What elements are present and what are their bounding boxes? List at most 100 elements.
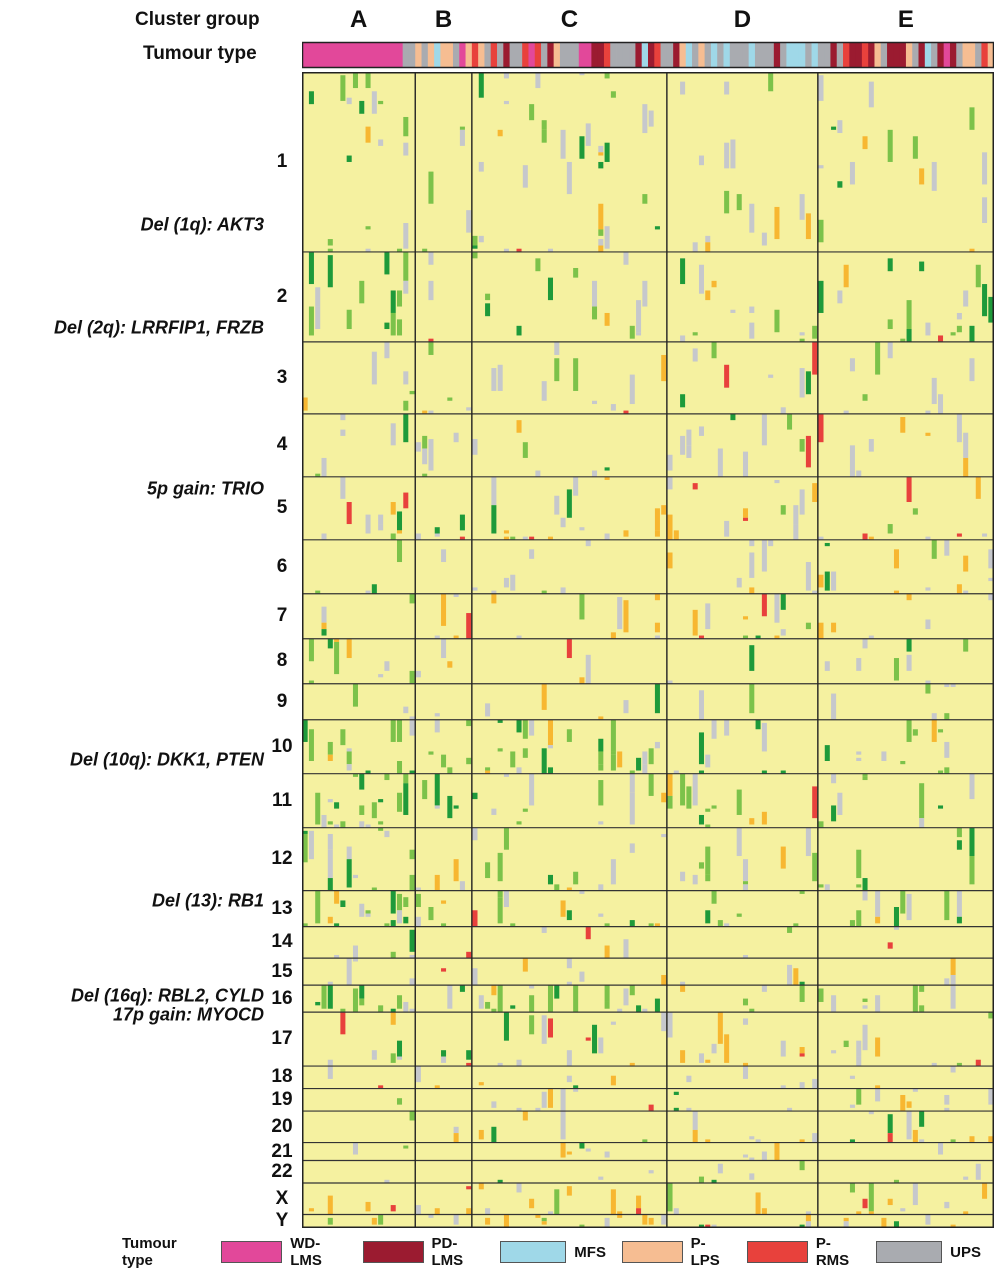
heatmap-cell	[422, 410, 428, 414]
heatmap-cell	[327, 985, 333, 1009]
heatmap-cell	[516, 1183, 522, 1193]
heatmap-cell	[988, 1136, 994, 1143]
heatmap-cell	[327, 833, 333, 850]
heatmap-cell	[390, 719, 396, 742]
tumour-type-cell	[578, 43, 586, 67]
heatmap-cell	[472, 792, 478, 800]
heatmap-cell	[390, 502, 396, 515]
heatmap-cell	[334, 638, 340, 642]
legend-title: Tumour type	[122, 1235, 177, 1269]
heatmap-cell	[334, 802, 340, 809]
heatmap-cell	[629, 843, 635, 853]
heatmap-cell	[755, 1139, 761, 1143]
tumour-type-cell	[666, 43, 674, 67]
heatmap-cell	[459, 985, 465, 992]
heatmap-cell	[812, 1078, 818, 1089]
heatmap-cell	[824, 661, 830, 671]
heatmap-cell	[604, 476, 610, 480]
chromosome-label-11: 11	[271, 789, 293, 811]
heatmap-cell	[837, 792, 843, 815]
heatmap-cell	[774, 309, 780, 333]
heatmap-cell	[705, 846, 711, 875]
heatmap-cell	[749, 683, 755, 714]
heatmap-cell	[522, 442, 528, 458]
heatmap-cell	[849, 1139, 855, 1143]
tumour-type-cell	[761, 43, 768, 67]
heatmap-cell	[793, 923, 799, 927]
tumour-type-cell	[817, 43, 825, 67]
chromosome-label-8: 8	[276, 650, 288, 672]
heatmap-cell	[868, 536, 874, 540]
heatmap-cell	[516, 248, 522, 252]
heatmap-cell	[636, 332, 642, 336]
heatmap-cell	[428, 410, 434, 414]
heatmap-cell	[705, 754, 711, 768]
heatmap-cell	[592, 1024, 598, 1054]
heatmap-cell	[887, 1114, 893, 1134]
heatmap-cell	[818, 219, 824, 243]
heatmap-cell	[359, 100, 365, 114]
heatmap-cell	[497, 1062, 503, 1067]
heatmap-cell	[799, 332, 805, 336]
heatmap-cell	[893, 1221, 899, 1228]
heatmap-cell	[912, 729, 918, 736]
heatmap-cell	[541, 748, 547, 774]
heatmap-cell	[302, 923, 308, 927]
heatmap-cell	[667, 454, 673, 471]
heatmap-cell	[805, 1221, 811, 1228]
tumour-type-cell	[836, 43, 844, 67]
heatmap-cell	[787, 926, 793, 933]
chromosome-label-14: 14	[271, 931, 293, 953]
heatmap-cell	[843, 1221, 849, 1228]
heatmap-cell	[812, 590, 818, 594]
heatmap-cell	[478, 1129, 484, 1140]
heatmap-cell	[680, 394, 686, 408]
heatmap-cell	[371, 351, 377, 385]
heatmap-cell	[573, 267, 579, 278]
heatmap-cell	[365, 913, 371, 917]
heatmap-cell	[566, 1050, 572, 1067]
heatmap-cell	[654, 593, 660, 601]
heatmap-cell	[912, 1183, 918, 1206]
heatmap-cell	[447, 661, 453, 668]
heatmap-cell	[384, 341, 390, 359]
heatmap-cell	[503, 536, 509, 540]
heatmap-cell	[831, 571, 837, 591]
heatmap-cell	[749, 1173, 755, 1180]
heatmap-cell	[422, 435, 428, 449]
heatmap-cell	[472, 968, 478, 986]
legend-item-pd-lms: PD-LMS	[362, 1235, 484, 1269]
heatmap-cell	[478, 1183, 484, 1190]
heatmap-cell	[648, 923, 654, 927]
heatmap-cell	[371, 802, 377, 819]
heatmap-cell	[547, 536, 553, 540]
heatmap-cell	[491, 593, 497, 604]
tumour-type-cell	[698, 43, 706, 67]
heatmap-cell	[667, 552, 673, 569]
heatmap-cell	[799, 1047, 805, 1054]
heatmap-cell	[535, 72, 541, 89]
heatmap-cell	[774, 479, 780, 484]
tumour-type-cell	[937, 43, 945, 67]
heatmap-cell	[956, 890, 962, 917]
heatmap-cell	[516, 821, 522, 825]
heatmap-cell	[327, 878, 333, 891]
heatmap-cell	[761, 1208, 767, 1215]
heatmap-cell	[403, 142, 409, 156]
tumour-type-cell	[434, 43, 441, 67]
heatmap-cell	[334, 824, 340, 828]
tumour-type-cell	[484, 43, 492, 67]
tumour-type-cell	[811, 43, 819, 67]
heatmap-cell	[711, 280, 717, 288]
heatmap-cell	[982, 152, 988, 185]
chromosome-label-4: 4	[276, 434, 288, 456]
heatmap-cell	[522, 958, 528, 972]
heatmap-cell	[327, 741, 333, 755]
heatmap-cell	[950, 332, 956, 336]
heatmap-cell	[340, 729, 346, 746]
cluster-group-e: E	[897, 6, 914, 33]
heatmap-cell	[956, 827, 962, 838]
heatmap-cell	[547, 874, 553, 885]
heatmap-cell	[698, 1053, 704, 1063]
tumour-type-cell	[786, 43, 794, 67]
